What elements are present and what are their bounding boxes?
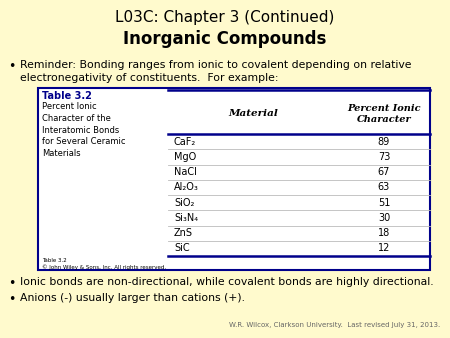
- Text: 63: 63: [378, 183, 390, 192]
- Text: SiO₂: SiO₂: [174, 198, 194, 208]
- Text: 12: 12: [378, 243, 390, 254]
- Text: W.R. Wilcox, Clarkson University.  Last revised July 31, 2013.: W.R. Wilcox, Clarkson University. Last r…: [229, 322, 440, 328]
- Text: © John Wiley & Sons, Inc. All rights reserved.: © John Wiley & Sons, Inc. All rights res…: [42, 264, 166, 270]
- Text: 18: 18: [378, 228, 390, 238]
- Text: •: •: [8, 293, 15, 306]
- Text: •: •: [8, 277, 15, 290]
- Text: 67: 67: [378, 167, 390, 177]
- Text: 73: 73: [378, 152, 390, 162]
- Text: Percent Ionic
Character of the
Interatomic Bonds
for Several Ceramic
Materials: Percent Ionic Character of the Interatom…: [42, 102, 126, 158]
- Text: •: •: [8, 60, 15, 73]
- Text: ZnS: ZnS: [174, 228, 193, 238]
- Text: CaF₂: CaF₂: [174, 137, 196, 147]
- Text: Inorganic Compounds: Inorganic Compounds: [123, 30, 327, 48]
- Text: Ionic bonds are non-directional, while covalent bonds are highly directional.: Ionic bonds are non-directional, while c…: [20, 277, 434, 287]
- Text: SiC: SiC: [174, 243, 189, 254]
- FancyBboxPatch shape: [38, 88, 430, 270]
- Text: Material: Material: [228, 110, 278, 119]
- Text: NaCl: NaCl: [174, 167, 197, 177]
- Text: Anions (-) usually larger than cations (+).: Anions (-) usually larger than cations (…: [20, 293, 245, 303]
- Text: 51: 51: [378, 198, 390, 208]
- Text: Table 3.2: Table 3.2: [42, 91, 92, 101]
- Text: 30: 30: [378, 213, 390, 223]
- Text: Reminder: Bonding ranges from ionic to covalent depending on relative: Reminder: Bonding ranges from ionic to c…: [20, 60, 411, 70]
- Text: electronegativity of constituents.  For example:: electronegativity of constituents. For e…: [20, 73, 279, 83]
- Text: Si₃N₄: Si₃N₄: [174, 213, 198, 223]
- Text: Al₂O₃: Al₂O₃: [174, 183, 199, 192]
- Text: L03C: Chapter 3 (Continued): L03C: Chapter 3 (Continued): [115, 10, 335, 25]
- Text: 89: 89: [378, 137, 390, 147]
- Text: Table 3.2: Table 3.2: [42, 258, 67, 263]
- Text: MgO: MgO: [174, 152, 196, 162]
- Text: Percent Ionic
Character: Percent Ionic Character: [347, 104, 421, 124]
